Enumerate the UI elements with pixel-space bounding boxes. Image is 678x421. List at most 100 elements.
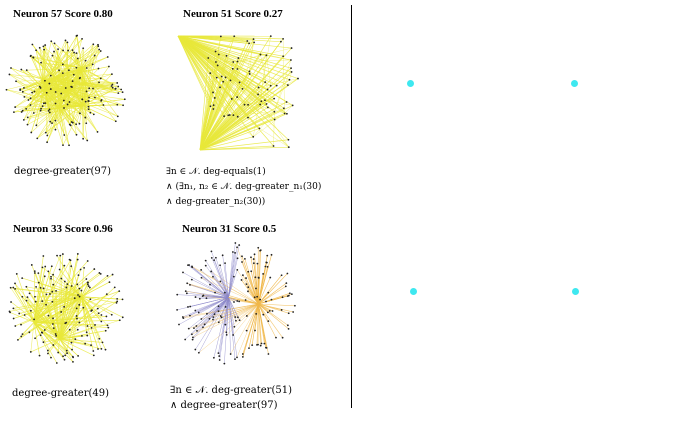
graph-edge — [177, 35, 254, 40]
graph-edge — [177, 35, 217, 78]
graph-node — [74, 338, 77, 341]
graph-node — [90, 326, 93, 329]
graph-node — [115, 301, 118, 304]
graph-node — [236, 268, 239, 271]
graph-node — [37, 281, 40, 284]
graph-node — [212, 318, 214, 321]
graph-node — [176, 293, 179, 296]
graph-node — [33, 318, 35, 321]
graph-edge — [258, 303, 289, 330]
graph-node — [214, 256, 217, 259]
graph-node — [219, 264, 221, 267]
graph-edge — [261, 98, 275, 102]
graph-edge — [44, 44, 55, 78]
graph-edge — [241, 279, 259, 305]
graph-node — [262, 273, 265, 275]
graph-node — [31, 91, 34, 94]
graph-node — [282, 107, 285, 110]
graph-node — [181, 316, 184, 318]
graph-node — [85, 90, 88, 93]
graph-node — [70, 341, 73, 344]
graph-edge — [47, 107, 60, 136]
graph-node — [44, 102, 47, 104]
graph-node — [236, 300, 239, 302]
graph-node — [269, 84, 272, 87]
graph-edge — [59, 338, 73, 350]
graph-node — [42, 341, 45, 344]
graph-edge — [242, 303, 259, 357]
graph-node — [287, 146, 290, 149]
graph-node — [41, 105, 44, 108]
graph-node — [14, 106, 17, 108]
graph-edge — [27, 297, 35, 323]
graph-node — [90, 310, 93, 312]
graph-node — [281, 336, 284, 339]
graph-edge — [199, 136, 254, 151]
graph-node — [186, 282, 189, 285]
graph-edge — [258, 293, 292, 305]
graph-node — [76, 317, 78, 320]
graph-node — [209, 283, 211, 286]
graph-edge — [215, 61, 259, 95]
graph-node — [66, 283, 69, 285]
graph-edge — [258, 78, 299, 88]
graph-edge — [76, 35, 83, 69]
graph-node — [42, 255, 45, 257]
graph-edge — [212, 68, 238, 93]
graph-node — [232, 275, 235, 278]
graph-node — [217, 53, 220, 56]
graph-node — [10, 67, 12, 69]
graph-node — [212, 108, 215, 110]
graph-node — [266, 254, 269, 257]
graph-node — [254, 329, 256, 332]
graph-edge — [199, 82, 240, 151]
graph-node — [243, 257, 246, 260]
graph-edge — [62, 105, 83, 146]
graph-node — [100, 314, 103, 316]
graph-node — [8, 73, 11, 76]
graph-edge — [13, 287, 35, 323]
graph-edge — [247, 78, 299, 106]
graph-node — [233, 35, 236, 38]
graph-node — [66, 103, 69, 106]
graph-edge — [201, 303, 259, 320]
graph-node — [184, 290, 187, 293]
graph-node — [23, 95, 26, 98]
graph-node — [224, 306, 227, 308]
graph-node — [265, 261, 268, 264]
graph-node — [290, 67, 292, 70]
graph-node — [101, 341, 104, 344]
graph-node — [248, 70, 251, 73]
graph-node — [219, 86, 221, 89]
graph-node — [266, 88, 269, 91]
graph-edge — [44, 87, 77, 125]
graph-node — [29, 309, 32, 312]
graph-edge — [224, 297, 229, 364]
graph-edge — [199, 117, 249, 151]
graph-edge — [42, 52, 77, 81]
graph-edge — [228, 269, 238, 298]
graph-node — [219, 280, 222, 283]
graph-node — [44, 79, 46, 82]
graph-node — [29, 97, 32, 100]
graph-edge — [248, 101, 262, 106]
graph-node — [238, 319, 241, 322]
graph-edge — [67, 84, 113, 90]
graph-edge — [228, 296, 259, 305]
graph-node — [59, 254, 62, 257]
graph-node — [205, 297, 208, 300]
graph-node — [110, 313, 113, 316]
graph-node — [21, 295, 24, 298]
graph-edge — [81, 67, 102, 101]
graph-node — [93, 268, 96, 270]
graph-node — [86, 139, 89, 142]
graph-node — [266, 265, 269, 268]
graph-node — [76, 57, 79, 60]
graph-node — [233, 301, 235, 303]
graph-node — [203, 323, 206, 326]
graph-edge — [59, 338, 86, 345]
graph-edge — [236, 247, 259, 305]
graph-edge — [202, 297, 229, 328]
graph-node — [33, 90, 36, 93]
graph-node — [212, 275, 214, 278]
